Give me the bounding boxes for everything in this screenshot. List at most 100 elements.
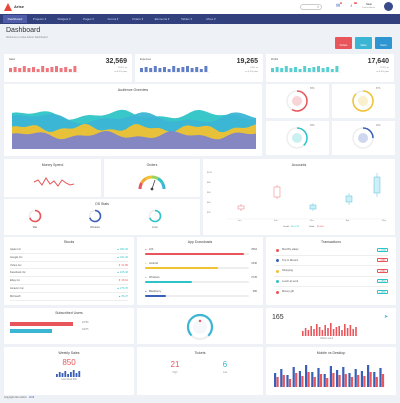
nav-item-4[interactable]: Forms ▾ [107,17,119,21]
accounts-x-tick: Jan [238,220,242,222]
stat-bar [181,67,185,72]
nav-item-8[interactable]: More ▾ [206,17,216,21]
stat-bar [32,67,35,72]
nav-item-1[interactable]: Projects ▾ [32,17,47,21]
stat-bar [289,68,293,72]
accounts-y-tick: $10K [207,172,212,174]
mobile-desktop-title: Mobile vs Desktop [316,351,346,355]
money-spend-line [33,177,75,187]
mobile-bar [369,372,372,387]
main-nav: Dashboard Projects ▾ Widgets ▾ Pages ▾ Forms… [0,14,400,24]
search-icon[interactable]: ⌕ [317,4,320,9]
footer-link[interactable]: 2018 [29,397,35,399]
subscribed-value: 29750 [82,322,89,324]
donut-value: 87% [376,88,381,90]
audience-overview-card: Audience Overview [4,84,262,156]
accounts-card: Accounts $10K $8K $6K $4K $2K Jan Feb Mar Apr Ma… [203,159,395,235]
stat-bar [204,66,208,72]
visitors-bar [313,329,315,336]
stat-bar [298,69,302,72]
mobile-bar [276,377,279,387]
download-name: iOS [149,248,154,251]
os-ring [28,209,42,223]
orders-gauge [138,175,166,191]
gauge-segment [138,182,143,190]
accounts-x-tick: Feb [274,220,278,222]
subscribed-users-title: Subscribed Users [55,311,83,315]
accounts-legend-value: $5,260 [317,226,324,228]
stock-name: Apple Inc [10,248,21,251]
donut-ring [286,90,308,112]
search-input[interactable] [300,4,322,10]
nav-item-2[interactable]: Widgets ▾ [57,17,71,21]
donut-card: 58% [266,84,329,118]
desktop-bar [379,368,382,387]
orders-button[interactable]: Orders [335,37,352,49]
stat-bar [59,68,63,72]
candle-body [273,186,281,198]
subscribed-bar [10,329,52,333]
gauge-segment [161,182,166,190]
stat-bar [326,67,330,72]
visitors-value: 165 [272,314,284,321]
transaction-icon [276,269,279,273]
avatar[interactable] [384,2,393,11]
nav-item-5[interactable]: Charts ▾ [131,17,144,21]
tickets-card: Tickets 21 High 6 Low [137,347,263,395]
topbar: Arise ⌕ ✉ 6 ♪ 12 Sean Product Admin [0,0,400,14]
donut-card: 38% [266,121,329,155]
nav-item-6[interactable]: Elements ▾ [154,17,170,21]
mobile-bar [338,375,341,387]
mail-icon[interactable]: ✉ [336,3,341,9]
stat-bar [280,68,284,72]
weekly-sales-note: Last Week 890 [61,379,77,381]
users-button[interactable]: Users [375,37,392,49]
sales-button[interactable]: Sales [355,37,372,49]
weekly-sales-bar-chart [56,370,81,377]
tickets-title: Tickets [194,351,206,355]
user-name[interactable]: Sean [366,3,373,6]
weekly-sales-bar [78,371,81,377]
desktop-bar [367,365,370,387]
download-value: 1546 [251,262,257,265]
visitors-bar [335,327,338,336]
stat-card-profits: Profits 17,640 12.2% ▲ vs 6.4% prior [266,54,394,82]
donut-value: 38% [310,125,315,127]
nav-item-0[interactable]: Dashboard [3,15,27,23]
stat-bar [158,68,162,72]
visitors-bar [349,325,352,336]
gauge-segment [140,177,147,184]
visitors-bar [341,330,343,336]
visitors-bar [346,328,349,336]
page-title: Dashboard [6,27,41,34]
subscribed-bar [10,322,73,326]
nav-item-3[interactable]: Pages ▾ [83,17,94,21]
visitors-bar-chart [302,323,357,336]
nav-item-7[interactable]: Tables ▾ [180,17,192,21]
visitors-card: 165 ➤ Visitors went [266,308,396,344]
brand-name[interactable]: Arise [14,4,25,9]
weekly-sales-bar [70,372,72,377]
bell-icon[interactable]: ♪ [350,3,353,9]
accounts-legend-label: Credit: [283,226,290,228]
stock-value: ▼ 46.61 [118,279,128,283]
orders-card: Orders [104,159,200,197]
send-icon[interactable]: ➤ [384,314,389,320]
visitors-bar [318,327,321,336]
transaction-name: Lunch at work [282,279,299,283]
money-spend-card: Money Spend [4,159,101,197]
mail-badge: 6 [340,2,343,4]
os-stats-card: OS Stats Mac Windows Linux [4,199,200,235]
stat-label: Profits [271,58,279,61]
donut-ring [352,127,374,149]
mobile-bar [344,374,347,387]
stat-bar [275,67,279,72]
desktop-bar [329,366,332,387]
stat-change: 10.2% ▲ [118,67,127,69]
mobile-desktop-card: Mobile vs Desktop [266,347,396,395]
weekly-sales-bar [56,374,58,377]
stat-bar [140,68,143,72]
transaction-name: Money gift [282,290,294,293]
stat-bar [284,66,288,72]
weekly-sales-card: Weekly Sales 850 Last Week 890 [4,347,134,395]
